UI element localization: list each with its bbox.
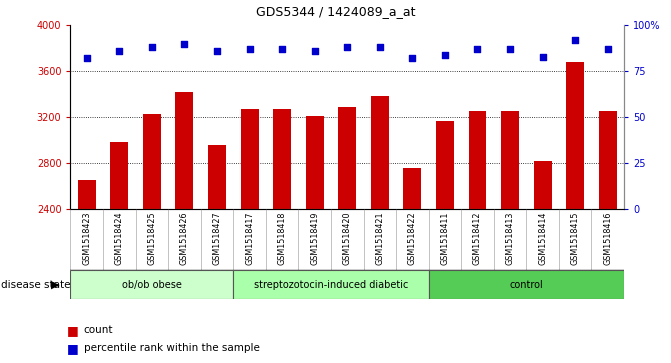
Text: GSM1518421: GSM1518421 — [375, 212, 384, 265]
Point — [211, 48, 222, 54]
Text: GSM1518427: GSM1518427 — [213, 212, 221, 265]
Text: streptozotocin-induced diabetic: streptozotocin-induced diabetic — [254, 280, 408, 290]
Bar — [143, 114, 161, 363]
Bar — [599, 111, 617, 363]
Text: GSM1518422: GSM1518422 — [408, 212, 417, 265]
Point — [472, 46, 483, 52]
Text: GSM1518425: GSM1518425 — [148, 212, 156, 265]
Text: GSM1518411: GSM1518411 — [440, 212, 450, 265]
Text: GSM1518416: GSM1518416 — [603, 212, 612, 265]
Text: count: count — [84, 325, 113, 335]
Bar — [110, 142, 128, 363]
Text: GSM1518414: GSM1518414 — [538, 212, 547, 265]
Point — [146, 45, 157, 50]
Point — [179, 41, 190, 46]
Point — [309, 48, 320, 54]
Text: GSM1518426: GSM1518426 — [180, 212, 189, 265]
Bar — [306, 116, 323, 363]
Point — [570, 37, 580, 43]
Text: GSM1518413: GSM1518413 — [505, 212, 515, 265]
Point — [505, 46, 515, 52]
Bar — [241, 109, 258, 363]
Bar — [566, 62, 584, 363]
Point — [603, 46, 613, 52]
Bar — [208, 144, 226, 363]
Bar — [78, 180, 96, 363]
Bar — [338, 107, 356, 363]
Text: ob/ob obese: ob/ob obese — [122, 280, 182, 290]
Text: GSM1518418: GSM1518418 — [278, 212, 287, 265]
Point — [244, 46, 255, 52]
Text: GSM1518423: GSM1518423 — [83, 212, 91, 265]
Bar — [176, 92, 193, 363]
Point — [374, 45, 385, 50]
Point — [114, 48, 125, 54]
Text: percentile rank within the sample: percentile rank within the sample — [84, 343, 260, 354]
Text: GSM1518424: GSM1518424 — [115, 212, 124, 265]
Point — [407, 56, 418, 61]
Point — [276, 46, 287, 52]
Text: GSM1518412: GSM1518412 — [473, 212, 482, 265]
Bar — [429, 270, 624, 299]
Bar — [468, 111, 486, 363]
Bar — [436, 121, 454, 363]
Bar — [273, 109, 291, 363]
Text: disease state: disease state — [1, 280, 71, 290]
Text: GSM1518417: GSM1518417 — [245, 212, 254, 265]
Text: GSM1518415: GSM1518415 — [570, 212, 580, 265]
Bar — [70, 270, 234, 299]
Point — [537, 54, 548, 60]
Text: ▶: ▶ — [52, 280, 60, 290]
Text: ■: ■ — [67, 324, 79, 337]
Text: GSM1518420: GSM1518420 — [343, 212, 352, 265]
Bar — [371, 97, 389, 363]
Point — [81, 56, 92, 61]
Bar — [501, 111, 519, 363]
Point — [440, 52, 450, 58]
Text: GSM1518419: GSM1518419 — [310, 212, 319, 265]
Text: GDS5344 / 1424089_a_at: GDS5344 / 1424089_a_at — [256, 5, 415, 19]
Bar — [403, 168, 421, 363]
Text: ■: ■ — [67, 342, 79, 355]
Point — [342, 45, 353, 50]
Bar — [234, 270, 429, 299]
Bar — [533, 160, 552, 363]
Text: control: control — [509, 280, 544, 290]
